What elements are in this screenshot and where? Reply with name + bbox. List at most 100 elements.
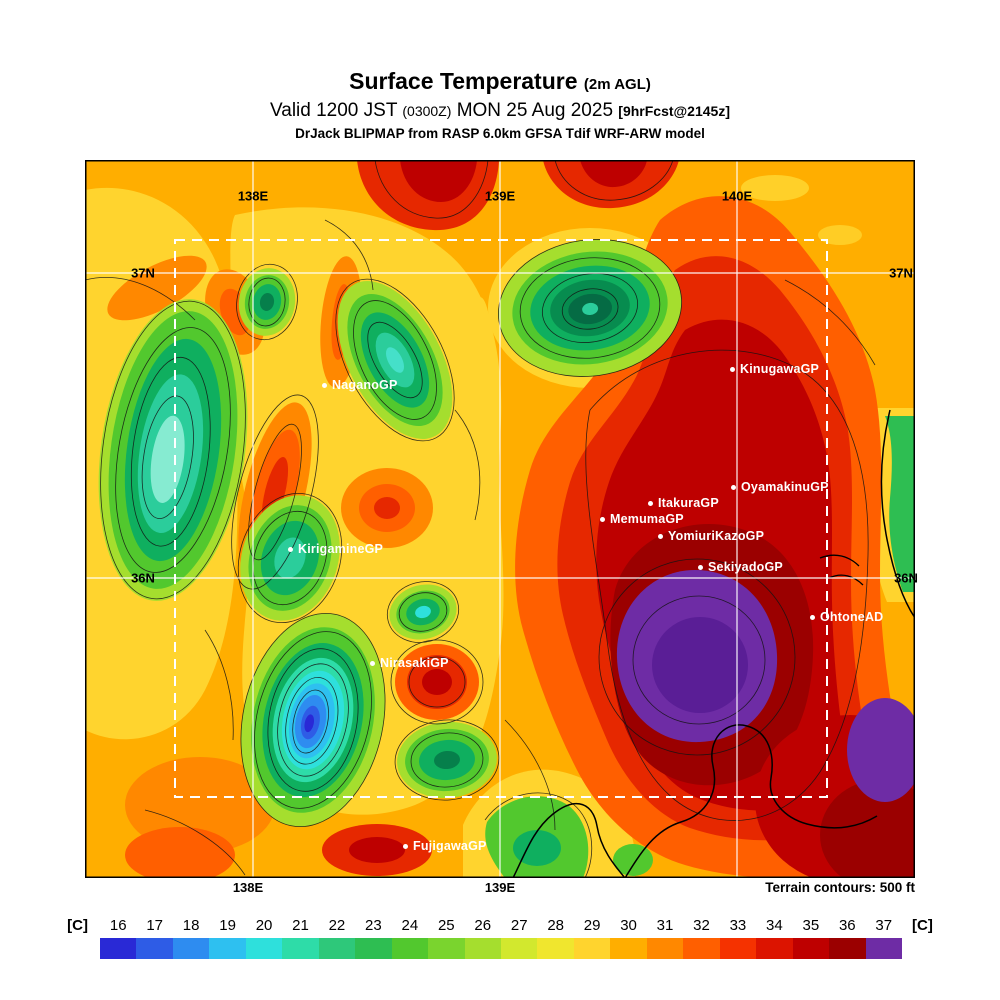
colorbar-cell-37	[865, 938, 902, 959]
colorbar-cell-25	[428, 938, 465, 959]
bottom-grid-labels: Terrain contours: 500 ft 138E 139E	[85, 880, 915, 897]
colorbar-tick: 37	[875, 917, 893, 934]
title-line: Surface Temperature (2m AGL)	[0, 68, 1000, 98]
model-domain-box	[174, 239, 828, 798]
temperature-field-svg	[85, 160, 915, 878]
colorbar-tick: 26	[474, 917, 492, 934]
site-marker-MemumaGP: MemumaGP	[600, 512, 684, 526]
forecast-tag: [9hrFcst@2145z]	[618, 103, 730, 119]
grid-label-36n: 36N	[131, 570, 155, 586]
colorbar-cell-19	[209, 938, 246, 959]
graticule	[85, 160, 915, 878]
map-border	[85, 160, 915, 878]
site-marker-ItakuraGP: ItakuraGP	[648, 496, 719, 510]
colorbar-cell-21	[282, 938, 319, 959]
site-label: SekiyadoGP	[708, 560, 783, 574]
colorbar-cell-30	[610, 938, 647, 959]
site-label: NaganoGP	[332, 378, 398, 392]
colorbar-tick: 36	[838, 917, 856, 934]
bottom-grid-label-138e: 138E	[232, 880, 264, 895]
colorbar-tick: 23	[365, 917, 382, 934]
site-dot-icon	[698, 564, 703, 570]
site-label: KinugawaGP	[740, 362, 820, 376]
site-label: NirasakiGP	[380, 656, 449, 670]
site-dot-icon	[322, 382, 327, 388]
colorbar-ticks: 16 17 18 19 20 21 22 23 24 25 26 27 28 29 30 31 32 33 34 35…	[100, 917, 902, 935]
colorbar-cell-22	[318, 938, 356, 959]
colorbar-unit-right: [C]	[912, 917, 933, 934]
colorbar-cell-35	[792, 938, 830, 959]
colorbar-cell-27	[500, 938, 538, 959]
grid-label-37n: 37N	[131, 265, 155, 281]
colorbar	[100, 938, 902, 959]
colorbar-cell-26	[464, 938, 501, 959]
site-marker-OyamakinuGP: OyamakinuGP	[731, 480, 829, 494]
site-label: YomiuriKazoGP	[668, 529, 765, 543]
page-title: Surface Temperature	[349, 68, 578, 94]
header: Surface Temperature (2m AGL) Valid 1200 …	[0, 68, 1000, 142]
terrain-note: Terrain contours: 500 ft	[765, 880, 915, 895]
site-marker-YomiuriKazoGP: YomiuriKazoGP	[658, 529, 764, 543]
local-hot-spots	[322, 644, 479, 876]
colorbar-tick: 31	[656, 917, 674, 934]
colorbar-tick: 18	[182, 917, 200, 934]
site-dot-icon	[370, 660, 375, 666]
colorbar-cell-18	[172, 938, 210, 959]
grid-label-37n: 37N	[889, 265, 913, 281]
site-label: MemumaGP	[610, 512, 684, 526]
site-marker-NirasakiGP: NirasakiGP	[370, 656, 449, 670]
colorbar-cell-33	[719, 938, 757, 959]
colorbar-cell-24	[391, 938, 429, 959]
colorbar-cell-32	[683, 938, 720, 959]
colorbar-cell-20	[245, 938, 283, 959]
site-marker-SekiyadoGP: SekiyadoGP	[698, 560, 783, 574]
site-marker-KirigamineGP: KirigamineGP	[288, 542, 383, 556]
site-dot-icon	[648, 500, 653, 506]
grid-label-138e: 138E	[237, 188, 269, 204]
colorbar-cell-36	[829, 938, 866, 959]
bottom-grid-label-139e: 139E	[484, 880, 516, 895]
colorbar-tick: 29	[583, 917, 601, 934]
site-label: FujigawaGP	[413, 839, 487, 853]
site-marker-KinugawaGP: KinugawaGP	[730, 362, 819, 376]
colorbar-cell-34	[756, 938, 793, 959]
colorbar-tick: 32	[693, 917, 710, 934]
colorbar-tick: 19	[219, 917, 236, 934]
colorbar-unit-left: [C]	[67, 917, 88, 934]
title-qualifier: (2m AGL)	[583, 76, 651, 93]
valid-date: MON 25 Aug 2025	[456, 100, 614, 121]
cold-pools	[98, 239, 682, 827]
site-dot-icon	[731, 484, 736, 490]
grid-label-36n: 36N	[894, 570, 918, 586]
colorbar-tick: 25	[437, 917, 455, 934]
site-marker-FujigawaGP: FujigawaGP	[403, 839, 487, 853]
colorbar-tick: 33	[729, 917, 747, 934]
model-line: DrJack BLIPMAP from RASP 6.0km GFSA Tdif…	[295, 126, 705, 141]
grid-label-140e: 140E	[721, 188, 753, 204]
site-marker-NaganoGP: NaganoGP	[322, 378, 398, 392]
contour-lines	[85, 160, 876, 878]
colorbar-tick: 27	[510, 917, 528, 934]
colorbar-tick: 20	[255, 917, 273, 934]
colorbar-tick: 30	[620, 917, 637, 934]
site-label: OyamakinuGP	[741, 480, 829, 494]
site-label: ItakuraGP	[658, 496, 719, 510]
colorbar-tick: 28	[547, 917, 564, 934]
colorbar-tick: 22	[328, 917, 346, 934]
colorbar-tick: 24	[401, 917, 419, 934]
colorbar-tick: 34	[766, 917, 783, 934]
colorbar-cell-31	[646, 938, 684, 959]
grid-label-139e: 139E	[484, 188, 516, 204]
colorbar-cell-23	[355, 938, 392, 959]
colorbar-tick: 17	[146, 917, 164, 934]
colorbar-tick: 21	[292, 917, 309, 934]
kanto-hot-mass	[515, 196, 915, 878]
hot-cores-top	[357, 160, 679, 231]
valid-zulu: (0300Z)	[402, 103, 452, 119]
map-area: 138E 139E 140E 37N 37N 36N 36N NaganoGP Kinugawa…	[85, 160, 918, 878]
site-dot-icon	[658, 533, 663, 539]
valid-time: Valid 1200 JST	[269, 100, 398, 121]
coastal-cool-strips	[485, 416, 915, 878]
colorbar-cell-29	[573, 938, 611, 959]
